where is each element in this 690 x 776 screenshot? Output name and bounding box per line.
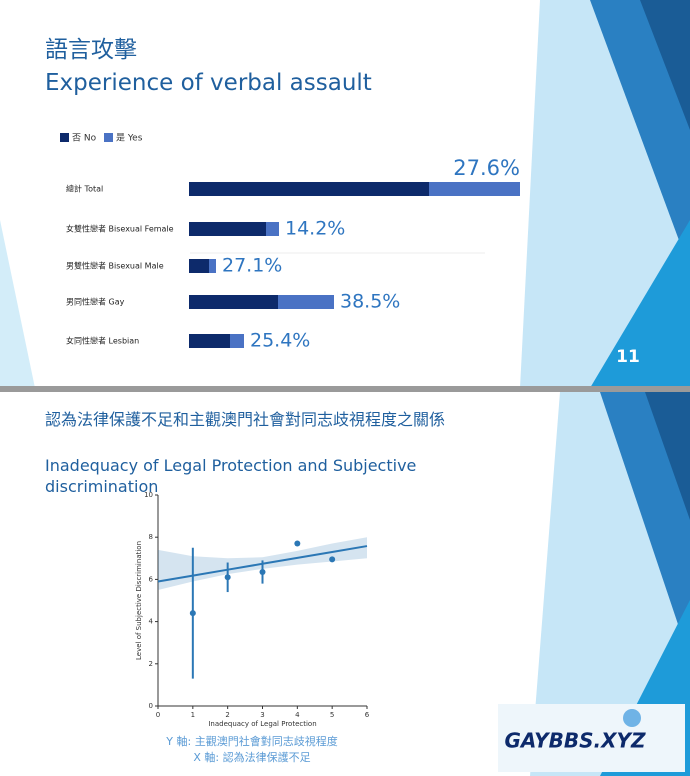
chart-area xyxy=(130,493,380,731)
x-tick-label: 5 xyxy=(330,711,334,719)
y-tick-label: 8 xyxy=(149,533,153,541)
value-label: 27.1% xyxy=(222,255,282,277)
slide-title-en: Experience of verbal assault xyxy=(45,70,372,96)
x-tick-label: 3 xyxy=(260,711,264,719)
point xyxy=(189,610,196,617)
category-label: 男雙性戀者 Bisexual Male xyxy=(66,261,164,271)
value-label: 14.2% xyxy=(285,218,345,240)
decor xyxy=(590,220,690,388)
value-label: 27.6% xyxy=(453,156,520,180)
y-tick-label: 6 xyxy=(149,575,154,583)
y-tick-label: 4 xyxy=(149,618,154,626)
decor xyxy=(590,0,690,270)
watermark-icon xyxy=(623,709,641,727)
point xyxy=(294,540,301,547)
bar-segment xyxy=(189,295,278,309)
x-tick-label: 4 xyxy=(295,711,300,719)
category-label: 總計 Total xyxy=(66,184,103,194)
x-tick-label: 6 xyxy=(365,711,370,719)
y-tick-label: 0 xyxy=(149,702,153,710)
y-tick-label: 10 xyxy=(144,491,153,499)
category-label: 男同性戀者 Gay xyxy=(66,297,125,307)
legend-swatch xyxy=(60,133,69,142)
point xyxy=(224,574,231,581)
x-tick-label: 2 xyxy=(225,711,229,719)
bar-segment xyxy=(189,182,429,196)
watermark: GAYBBS.XYZ xyxy=(505,729,646,753)
slide-title-en: Inadequacy of Legal Protection and Subje… xyxy=(45,456,417,496)
bar-segment xyxy=(209,259,216,273)
y-axis-label: Level of Subjective Discrimination xyxy=(135,541,143,660)
note: X 軸: 認為法律保護不足 xyxy=(193,750,310,764)
slide-title-zh: 語言攻擊 xyxy=(45,37,137,63)
legend-swatch xyxy=(104,133,113,142)
value-label: 38.5% xyxy=(340,291,400,313)
value-label: 25.4% xyxy=(250,330,310,352)
decor xyxy=(640,0,690,130)
decor xyxy=(600,392,690,660)
slide-title-zh: 認為法律保護不足和主觀澳門社會對同志歧視程度之關係 xyxy=(45,410,446,429)
decor xyxy=(645,392,690,520)
bar-segment xyxy=(189,222,266,236)
legend-label: 是 Yes xyxy=(116,133,143,144)
watermark-box xyxy=(498,704,685,772)
bar-segment xyxy=(189,334,230,348)
bar-segment xyxy=(278,295,334,309)
x-tick-label: 1 xyxy=(191,711,195,719)
x-tick-label: 0 xyxy=(156,711,160,719)
note: Y 軸: 主觀澳門社會對同志歧視程度 xyxy=(165,734,337,748)
bar-segment xyxy=(189,259,209,273)
x-axis-label: Inadequacy of Legal Protection xyxy=(208,720,316,728)
bar-segment xyxy=(266,222,279,236)
decor xyxy=(0,220,35,388)
separator xyxy=(0,386,690,392)
category-label: 女同性戀者 Lesbian xyxy=(66,336,139,346)
legend-label: 否 No xyxy=(72,133,97,144)
category-label: 女雙性戀者 Bisexual Female xyxy=(66,224,174,234)
bar-segment xyxy=(230,334,244,348)
point xyxy=(259,569,266,576)
point xyxy=(329,556,336,563)
page-number: 11 xyxy=(616,347,640,367)
y-tick-label: 2 xyxy=(149,660,153,668)
bar-segment xyxy=(429,182,520,196)
